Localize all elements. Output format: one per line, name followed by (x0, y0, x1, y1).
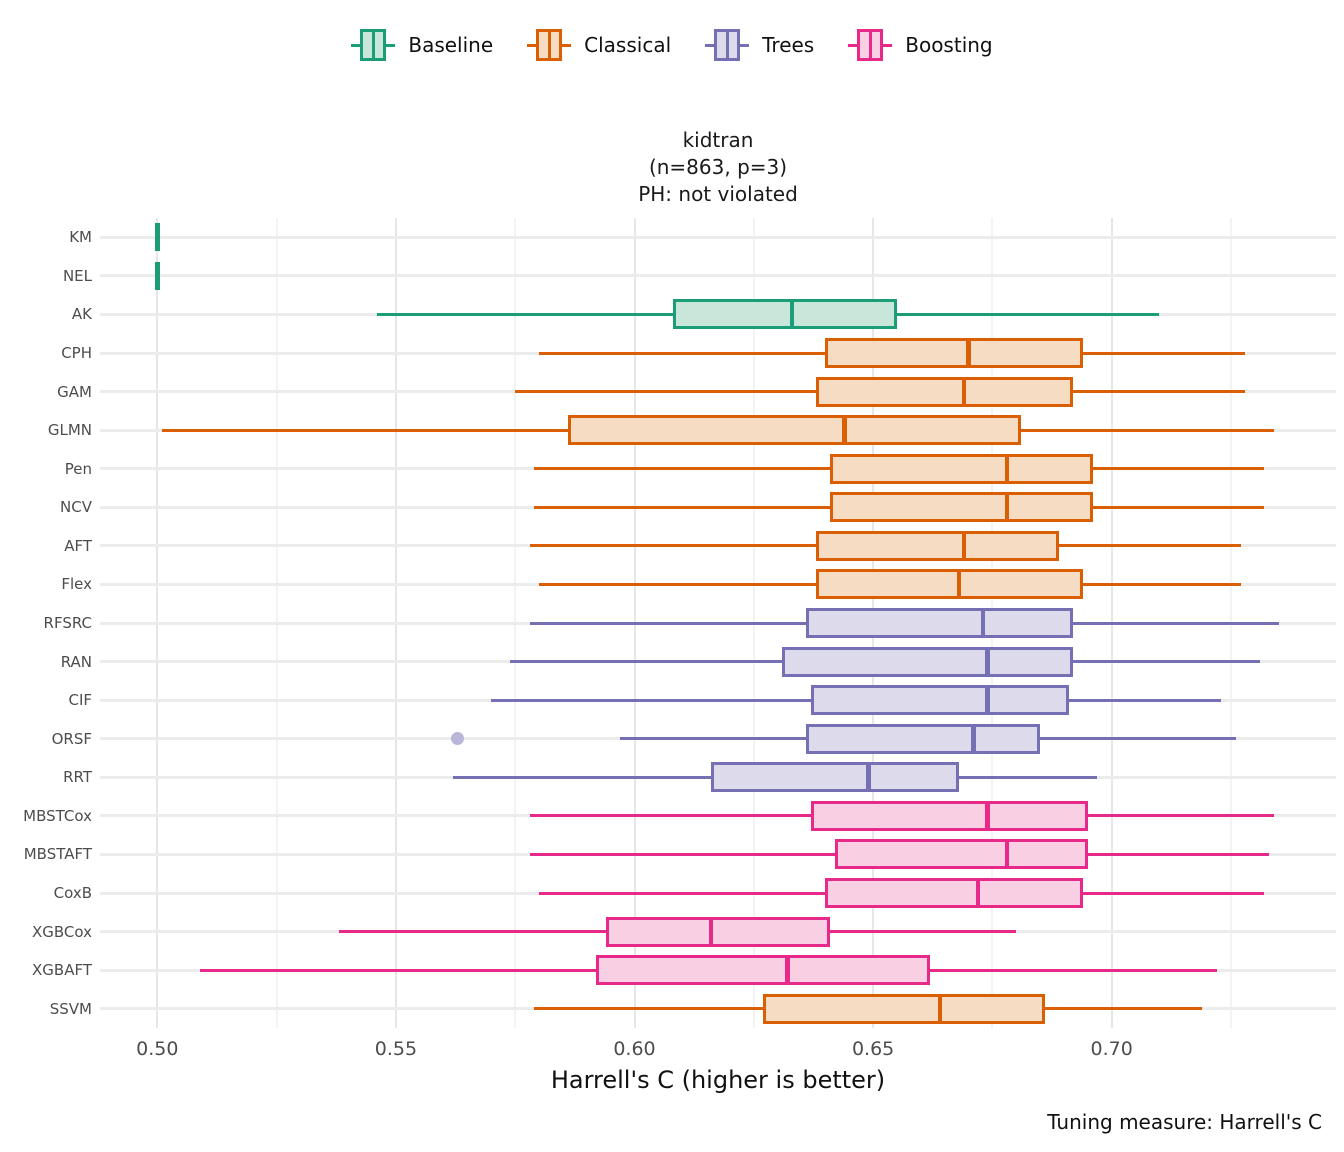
y-axis-label-AK: AK (71, 305, 92, 324)
y-axis-label-GAM: GAM (57, 382, 92, 401)
boxplot-median-GLMN (842, 415, 847, 446)
boxplot-median-XGBAFT (785, 955, 790, 986)
boxplot-box-ORSF (806, 723, 1041, 754)
boxplot-box-Pen (830, 453, 1093, 484)
y-axis-label-SSVM: SSVM (49, 999, 92, 1018)
plot-panel (100, 218, 1336, 1028)
legend: Baseline Classical Trees Boosting (0, 26, 1344, 64)
boxplot-median-SSVM (937, 993, 943, 1024)
outlier-point-ORSF (451, 732, 465, 746)
boxplot-box-CIF (811, 685, 1069, 716)
y-axis-label-Flex: Flex (61, 575, 92, 594)
y-axis-label-MBSTAFT: MBSTAFT (23, 845, 92, 864)
y-axis-label-CoxB: CoxB (53, 884, 92, 902)
caption-tuning-measure: Tuning measure: Harrell's C (1047, 1110, 1322, 1134)
boxplot-median-GAM (961, 376, 967, 407)
legend-median (868, 29, 872, 61)
boxplot-box-GAM (815, 376, 1074, 407)
y-axis-label-NCV: NCV (60, 498, 92, 517)
y-axis-label-RRT: RRT (63, 768, 92, 787)
y-axis-label-XGBAFT: XGBAFT (32, 961, 92, 980)
boxplot-box-MBSTCox (811, 800, 1088, 831)
boxplot-key-icon (351, 26, 396, 64)
boxplot-key-icon (527, 26, 572, 64)
boxplot-median-KM (154, 223, 160, 252)
boxplot-box-XGBCox (605, 916, 831, 947)
legend-label: Trees (762, 33, 815, 57)
boxplot-median-Pen (1004, 453, 1009, 484)
boxplot-box-RRT (710, 762, 959, 793)
boxplot-median-AK (789, 299, 795, 330)
y-axis-label-RFSRC: RFSRC (43, 614, 92, 632)
y-axis-label-RAN: RAN (60, 652, 92, 671)
y-axis-label-XGBCox: XGBCox (32, 922, 92, 941)
boxplot-box-AFT (815, 530, 1060, 561)
boxplot-box-CoxB (825, 878, 1084, 908)
boxplot-median-RAN (985, 646, 990, 677)
row-gridline (100, 274, 1336, 278)
boxplot-box-MBSTAFT (834, 839, 1088, 870)
boxplot-median-NCV (1004, 492, 1009, 523)
boxplot-box-Flex (815, 569, 1083, 600)
y-axis-label-MBSTCox: MBSTCox (23, 806, 92, 825)
legend-median (371, 29, 375, 61)
plot-title-dataset: kidtran (682, 128, 754, 152)
legend-label: Classical (584, 33, 672, 57)
legend-item-trees: Trees (705, 26, 814, 64)
boxplot-box-NCV (830, 492, 1093, 523)
x-axis-tick-0.65: 0.65 (851, 1038, 895, 1060)
boxplot-box-GLMN (567, 415, 1022, 446)
row-gridline (100, 235, 1336, 239)
boxplot-median-NEL (154, 261, 160, 290)
boxplot-median-RRT (866, 762, 871, 793)
y-axis-label-GLMN: GLMN (47, 421, 92, 440)
y-axis-label-KM: KM (69, 228, 92, 247)
legend-label: Baseline (408, 33, 494, 57)
boxplot-box-CPH (825, 338, 1084, 368)
boxplot-key-icon (705, 26, 750, 64)
x-axis-tick-0.60: 0.60 (613, 1038, 656, 1060)
boxplot-median-ORSF (971, 723, 976, 754)
boxplot-box-AK (672, 299, 897, 330)
boxplot-box-RFSRC (806, 608, 1074, 638)
boxplot-median-XGBCox (708, 916, 714, 947)
legend-median (725, 29, 729, 61)
x-axis-title: Harrell's C (higher is better) (550, 1066, 886, 1094)
boxplot-box-RAN (782, 646, 1074, 677)
x-axis-tick-0.70: 0.70 (1090, 1038, 1133, 1060)
x-axis-tick-0.55: 0.55 (374, 1038, 418, 1060)
legend-label: Boosting (905, 33, 993, 57)
boxplot-box-SSVM (763, 993, 1045, 1024)
legend-item-classical: Classical (527, 26, 671, 64)
legend-item-baseline: Baseline (351, 26, 493, 64)
legend-median (547, 29, 551, 61)
boxplot-median-CPH (966, 338, 971, 368)
y-axis-label-NEL: NEL (62, 266, 92, 285)
y-axis-label-CPH: CPH (61, 344, 92, 362)
y-axis-label-Pen: Pen (64, 459, 92, 478)
boxplot-median-MBSTCox (985, 800, 990, 831)
x-axis-tick-0.50: 0.50 (136, 1038, 179, 1060)
y-axis-label-AFT: AFT (64, 536, 92, 555)
boxplot-median-MBSTAFT (1004, 839, 1009, 870)
plot-title-ph: PH: not violated (638, 182, 798, 206)
boxplot-median-CoxB (975, 878, 981, 908)
boxplot-median-AFT (961, 530, 967, 561)
boxplot-median-CIF (985, 685, 990, 716)
y-axis-label-ORSF: ORSF (51, 729, 92, 748)
boxplot-median-RFSRC (980, 608, 986, 638)
legend-item-boosting: Boosting (848, 26, 993, 64)
plot-title-sample: (n=863, p=3) (648, 155, 788, 179)
boxplot-key-icon (848, 26, 893, 64)
boxplot-box-XGBAFT (596, 955, 931, 986)
boxplot-median-Flex (956, 569, 962, 600)
y-axis-label-CIF: CIF (68, 691, 92, 710)
